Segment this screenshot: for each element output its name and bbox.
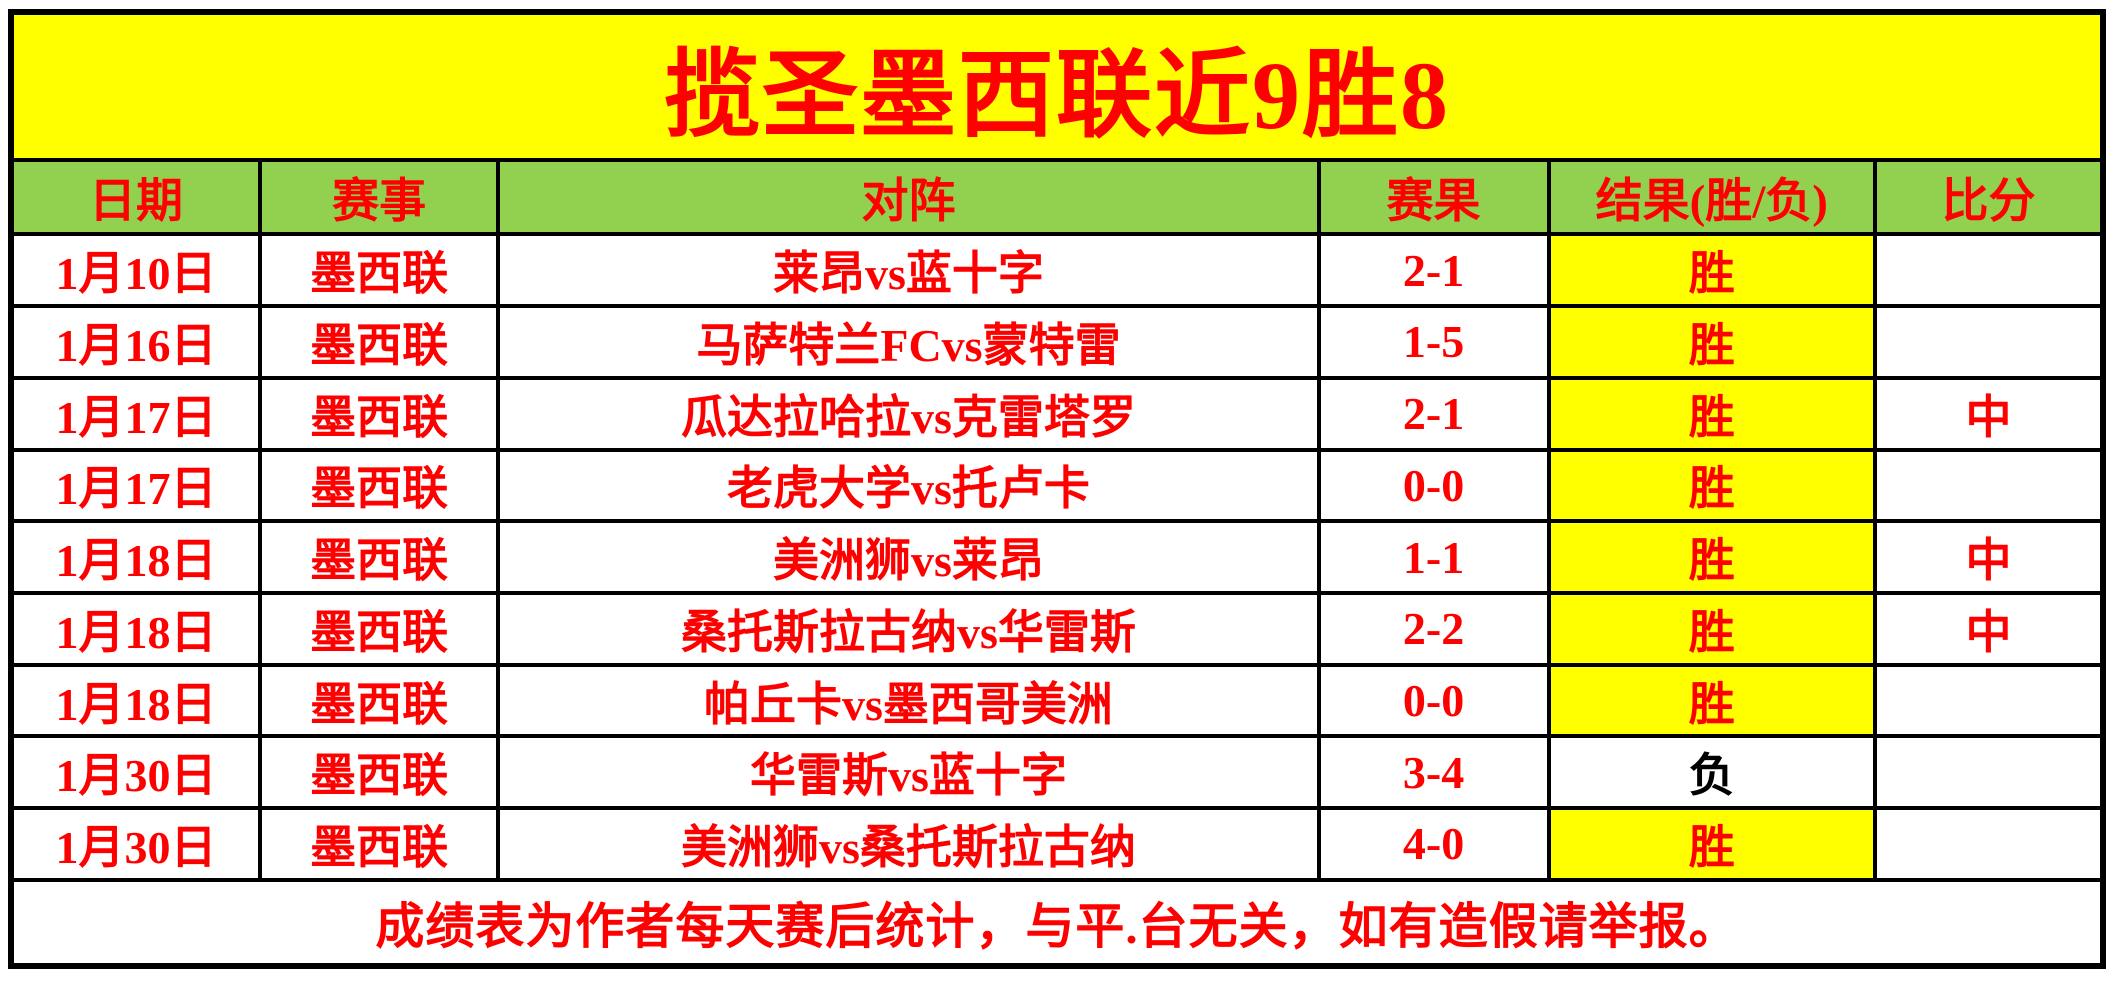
column-header-match: 对阵 (496, 157, 1321, 237)
date-cell: 1月30日 (9, 806, 262, 882)
date-cell: 1月16日 (9, 304, 262, 380)
league-cell: 墨西联 (257, 447, 501, 524)
column-header-league: 赛事 (257, 157, 501, 237)
score-cell: 0-0 (1316, 447, 1551, 524)
result-cell: 负 (1546, 734, 1877, 811)
match-cell: 美洲狮vs莱昂 (496, 519, 1321, 595)
score-cell: 1-5 (1316, 304, 1551, 380)
table-row: 1月30日 墨西联 美洲狮vs桑托斯拉古纳 4-0 胜 (9, 806, 2106, 882)
date-cell: 1月10日 (9, 232, 262, 309)
match-cell: 瓜达拉哈拉vs克雷塔罗 (496, 375, 1321, 452)
table-row: 1月18日 墨西联 美洲狮vs莱昂 1-1 胜 中 (9, 519, 2106, 595)
bifen-cell: 中 (1872, 375, 2106, 452)
league-cell: 墨西联 (257, 375, 501, 452)
column-header-score: 赛果 (1316, 157, 1551, 237)
bifen-cell (1872, 304, 2106, 380)
table-row: 1月30日 墨西联 华雷斯vs蓝十字 3-4 负 (9, 734, 2106, 811)
column-header-date: 日期 (9, 157, 262, 237)
league-cell: 墨西联 (257, 590, 501, 667)
column-header-result: 结果(胜/负) (1546, 157, 1877, 237)
result-cell: 胜 (1546, 519, 1877, 595)
footer-row: 成绩表为作者每天赛后统计，与平.台无关，如有造假请举报。 (9, 877, 2105, 969)
match-cell: 老虎大学vs托卢卡 (496, 447, 1321, 524)
result-cell: 胜 (1546, 806, 1877, 882)
league-cell: 墨西联 (257, 662, 501, 739)
league-cell: 墨西联 (257, 519, 501, 595)
results-table: 揽圣墨西联近9胜8 日期 赛事 对阵 赛果 结果(胜/负) 比分 1月10日 墨… (8, 9, 2106, 969)
match-cell: 马萨特兰FCvs蒙特雷 (496, 304, 1321, 380)
bifen-cell (1872, 806, 2106, 882)
table-row: 1月16日 墨西联 马萨特兰FCvs蒙特雷 1-5 胜 (9, 304, 2106, 380)
match-cell: 莱昂vs蓝十字 (496, 232, 1321, 309)
table-row: 1月18日 墨西联 帕丘卡vs墨西哥美洲 0-0 胜 (9, 662, 2106, 739)
result-cell: 胜 (1546, 590, 1877, 667)
result-cell: 胜 (1546, 304, 1877, 380)
bifen-cell (1872, 734, 2106, 811)
score-cell: 2-1 (1316, 375, 1551, 452)
date-cell: 1月17日 (9, 375, 262, 452)
bifen-cell: 中 (1872, 590, 2106, 667)
bifen-cell (1872, 447, 2106, 524)
result-cell: 胜 (1546, 447, 1877, 524)
league-cell: 墨西联 (257, 304, 501, 380)
match-cell: 华雷斯vs蓝十字 (496, 734, 1321, 811)
table-row: 1月10日 墨西联 莱昂vs蓝十字 2-1 胜 (9, 232, 2106, 309)
league-cell: 墨西联 (257, 734, 501, 811)
league-cell: 墨西联 (257, 232, 501, 309)
match-cell: 美洲狮vs桑托斯拉古纳 (496, 806, 1321, 882)
score-cell: 2-2 (1316, 590, 1551, 667)
match-cell: 帕丘卡vs墨西哥美洲 (496, 662, 1321, 739)
bifen-cell: 中 (1872, 519, 2106, 595)
header-row: 日期 赛事 对阵 赛果 结果(胜/负) 比分 (9, 157, 2106, 237)
column-header-bifen: 比分 (1872, 157, 2106, 237)
score-cell: 1-1 (1316, 519, 1551, 595)
table-row: 1月18日 墨西联 桑托斯拉古纳vs华雷斯 2-2 胜 中 (9, 590, 2106, 667)
result-cell: 胜 (1546, 375, 1877, 452)
date-cell: 1月30日 (9, 734, 262, 811)
table-row: 1月17日 墨西联 瓜达拉哈拉vs克雷塔罗 2-1 胜 中 (9, 375, 2106, 452)
disclaimer-text: 成绩表为作者每天赛后统计，与平.台无关，如有造假请举报。 (9, 877, 2105, 969)
title-row: 揽圣墨西联近9胜8 (9, 10, 2105, 162)
result-cell: 胜 (1546, 662, 1877, 739)
bifen-cell (1872, 232, 2106, 309)
date-cell: 1月18日 (9, 590, 262, 667)
result-cell: 胜 (1546, 232, 1877, 309)
bifen-cell (1872, 662, 2106, 739)
score-cell: 0-0 (1316, 662, 1551, 739)
date-cell: 1月18日 (9, 662, 262, 739)
date-cell: 1月17日 (9, 447, 262, 524)
league-cell: 墨西联 (257, 806, 501, 882)
page-title: 揽圣墨西联近9胜8 (9, 10, 2105, 162)
score-cell: 2-1 (1316, 232, 1551, 309)
score-cell: 3-4 (1316, 734, 1551, 811)
score-cell: 4-0 (1316, 806, 1551, 882)
date-cell: 1月18日 (9, 519, 262, 595)
table-row: 1月17日 墨西联 老虎大学vs托卢卡 0-0 胜 (9, 447, 2106, 524)
match-cell: 桑托斯拉古纳vs华雷斯 (496, 590, 1321, 667)
